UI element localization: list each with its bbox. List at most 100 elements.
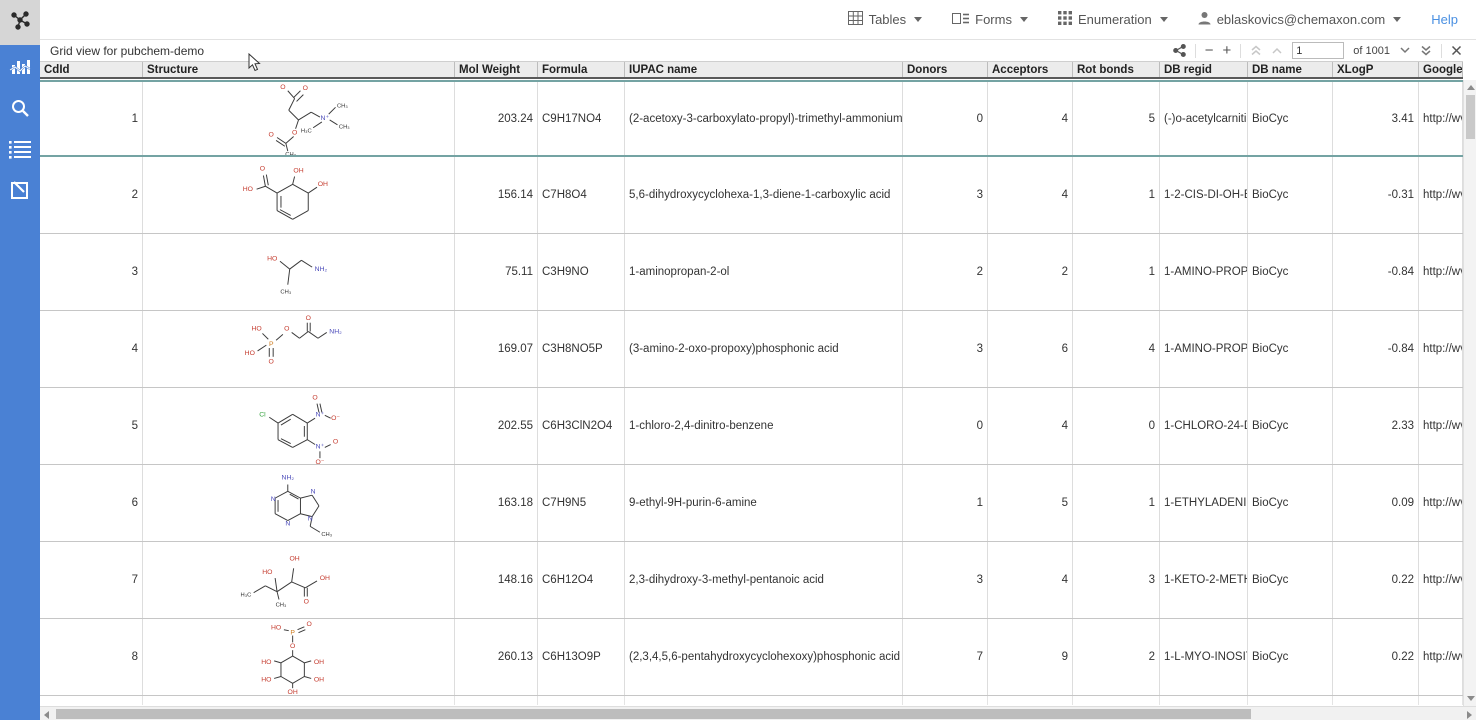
cell-donors: 3 (903, 311, 988, 387)
sidebar-item-export[interactable] (6, 180, 34, 204)
cell-partial (40, 696, 143, 705)
app-logo[interactable] (0, 0, 40, 45)
sidebar-item-analysis[interactable] (6, 57, 34, 81)
svg-text:N: N (308, 516, 313, 523)
column-header-cdid[interactable]: CdId (40, 62, 143, 77)
table-row[interactable]: 8 HO P O O HO HO OH OH OH 260.13 C6H13O9P (2,3,4,5,6… (40, 619, 1463, 696)
cell-donors: 1 (903, 465, 988, 541)
svg-text:CH₃: CH₃ (276, 602, 287, 608)
vertical-scroll-thumb[interactable] (1466, 95, 1475, 139)
column-header-rotbonds[interactable]: Rot bonds (1073, 62, 1160, 77)
cell-structure: O O N⁺ CH₃ CH₃ H₃C O O CH₃ (143, 82, 455, 155)
sidebar-item-search[interactable] (6, 98, 34, 122)
cell-google: http://wv (1419, 234, 1463, 310)
svg-text:O⁻: O⁻ (331, 415, 340, 422)
last-page-icon[interactable] (1420, 45, 1432, 56)
cell-dbname: BioCyc (1248, 311, 1333, 387)
cell-xlogp: -0.84 (1333, 234, 1419, 310)
svg-text:O: O (304, 598, 309, 605)
zoom-in-button[interactable]: + (1222, 42, 1232, 59)
cell-molweight: 202.55 (455, 388, 538, 464)
svg-text:N⁺: N⁺ (321, 114, 330, 121)
previous-page-icon[interactable] (1271, 47, 1283, 54)
column-header-molweight[interactable]: Mol Weight (455, 62, 538, 77)
close-icon[interactable] (1451, 45, 1462, 56)
cell-acceptors: 4 (988, 542, 1073, 618)
column-header-formula[interactable]: Formula (538, 62, 625, 77)
cell-structure: Cl N⁺ O O⁻ N⁺ O O⁻ (143, 388, 455, 464)
menu-tables[interactable]: Tables (847, 11, 923, 28)
cell-partial (988, 696, 1073, 705)
cell-donors: 7 (903, 619, 988, 695)
help-link[interactable]: Help (1431, 12, 1458, 27)
cell-rotbonds: 1 (1073, 157, 1160, 233)
column-header-acceptors[interactable]: Acceptors (988, 62, 1073, 77)
column-header-xlogp[interactable]: XLogP (1333, 62, 1419, 77)
table-row[interactable]: 6 NH₂ N N N N CH₃ 163.18 C7H9N5 9-ethyl-9H-purin-… (40, 465, 1463, 542)
cell-dbname: BioCyc (1248, 82, 1333, 155)
chevron-down-icon (1019, 17, 1028, 22)
cell-acceptors: 9 (988, 619, 1073, 695)
svg-text:HO: HO (251, 325, 261, 332)
column-header-structure[interactable]: Structure (143, 62, 455, 77)
first-page-icon[interactable] (1250, 45, 1262, 56)
cell-dbregid: 1-CHLORO-24-DIN (1160, 388, 1248, 464)
svg-text:P: P (290, 630, 295, 637)
share-icon[interactable] (1172, 44, 1186, 57)
horizontal-scrollbar[interactable] (40, 706, 1476, 720)
grid-view-bar: Grid view for pubchem-demo − + of 1001 (40, 40, 1476, 61)
cell-google: http://wv (1419, 465, 1463, 541)
list-icon (9, 139, 31, 164)
table-row[interactable]: 3 HO CH₃ NH₂ 75.11 C3H9NO 1-aminopropan-2-ol 2 2… (40, 234, 1463, 311)
svg-text:OH: OH (314, 676, 324, 683)
divider (1441, 43, 1442, 58)
svg-text:O: O (306, 315, 311, 322)
grid-view-title: Grid view for pubchem-demo (50, 43, 205, 58)
column-header-donors[interactable]: Donors (903, 62, 988, 77)
page-number-input[interactable] (1292, 42, 1345, 59)
menu-forms[interactable]: Forms (952, 12, 1028, 28)
sidebar-item-list[interactable] (6, 139, 34, 163)
cell-xlogp: 0.09 (1333, 465, 1419, 541)
table-row[interactable]: 7 HO OH OH H₃C CH₃ O 148.16 C6H12O4 2,3-dihydroxy… (40, 542, 1463, 619)
horizontal-scroll-thumb[interactable] (56, 709, 1251, 719)
cell-donors: 0 (903, 82, 988, 155)
table-row-partial[interactable] (40, 696, 1463, 705)
svg-text:P: P (269, 341, 274, 348)
svg-text:CH₃: CH₃ (285, 152, 296, 155)
scroll-up-icon[interactable] (1467, 85, 1475, 90)
table-row[interactable]: 4 HO P O HO O O NH₂ 169.07 C3H8NO5P (3-amino-2-oxo… (40, 311, 1463, 388)
cell-partial (1419, 696, 1463, 705)
vertical-scrollbar[interactable] (1463, 80, 1476, 706)
column-header-google[interactable]: Google (1419, 62, 1463, 77)
cell-iupac: 1-aminopropan-2-ol (625, 234, 903, 310)
cell-google: http://wv (1419, 388, 1463, 464)
chevron-down-icon (1159, 17, 1168, 22)
cell-donors: 3 (903, 542, 988, 618)
column-header-iupac[interactable]: IUPAC name (625, 62, 903, 77)
cell-dbregid: 1-AMINO-PROPAN (1160, 234, 1248, 310)
cell-rotbonds: 4 (1073, 311, 1160, 387)
svg-text:N⁺: N⁺ (316, 411, 325, 418)
scroll-down-icon[interactable] (1467, 696, 1475, 701)
cell-partial (1248, 696, 1333, 705)
export-icon (9, 179, 31, 206)
scroll-right-icon[interactable] (1467, 711, 1472, 719)
scroll-left-icon[interactable] (44, 711, 49, 719)
table-row[interactable]: 2 O HO OH OH 156.14 C7H8O4 5,6-dihydroxycyclohe… (40, 157, 1463, 234)
table-row[interactable]: 5 Cl N⁺ O O⁻ N⁺ O O⁻ 202.55 C6H3ClN2O4 1-chloro-2,… (40, 388, 1463, 465)
svg-text:N: N (285, 520, 290, 527)
column-header-dbregid[interactable]: DB regid (1160, 62, 1248, 77)
molecule-structure: HO CH₃ NH₂ (267, 255, 327, 295)
zoom-out-button[interactable]: − (1204, 42, 1214, 59)
table-row[interactable]: 1 O O N⁺ CH₃ CH₃ H₃C O O CH₃ 203.24 C9H17NO4 (2-acet… (40, 80, 1463, 157)
cell-dbregid: 1-L-MYO-INOSITO (1160, 619, 1248, 695)
top-toolbar: Tables Forms Enumeration (40, 0, 1476, 40)
next-page-icon[interactable] (1399, 47, 1411, 54)
svg-text:N: N (311, 488, 316, 495)
cell-google: http://wv (1419, 619, 1463, 695)
cell-partial (1160, 696, 1248, 705)
column-header-dbname[interactable]: DB name (1248, 62, 1333, 77)
user-menu[interactable]: eblaskovics@chemaxon.com (1198, 11, 1402, 28)
menu-enumeration[interactable]: Enumeration (1057, 11, 1168, 28)
